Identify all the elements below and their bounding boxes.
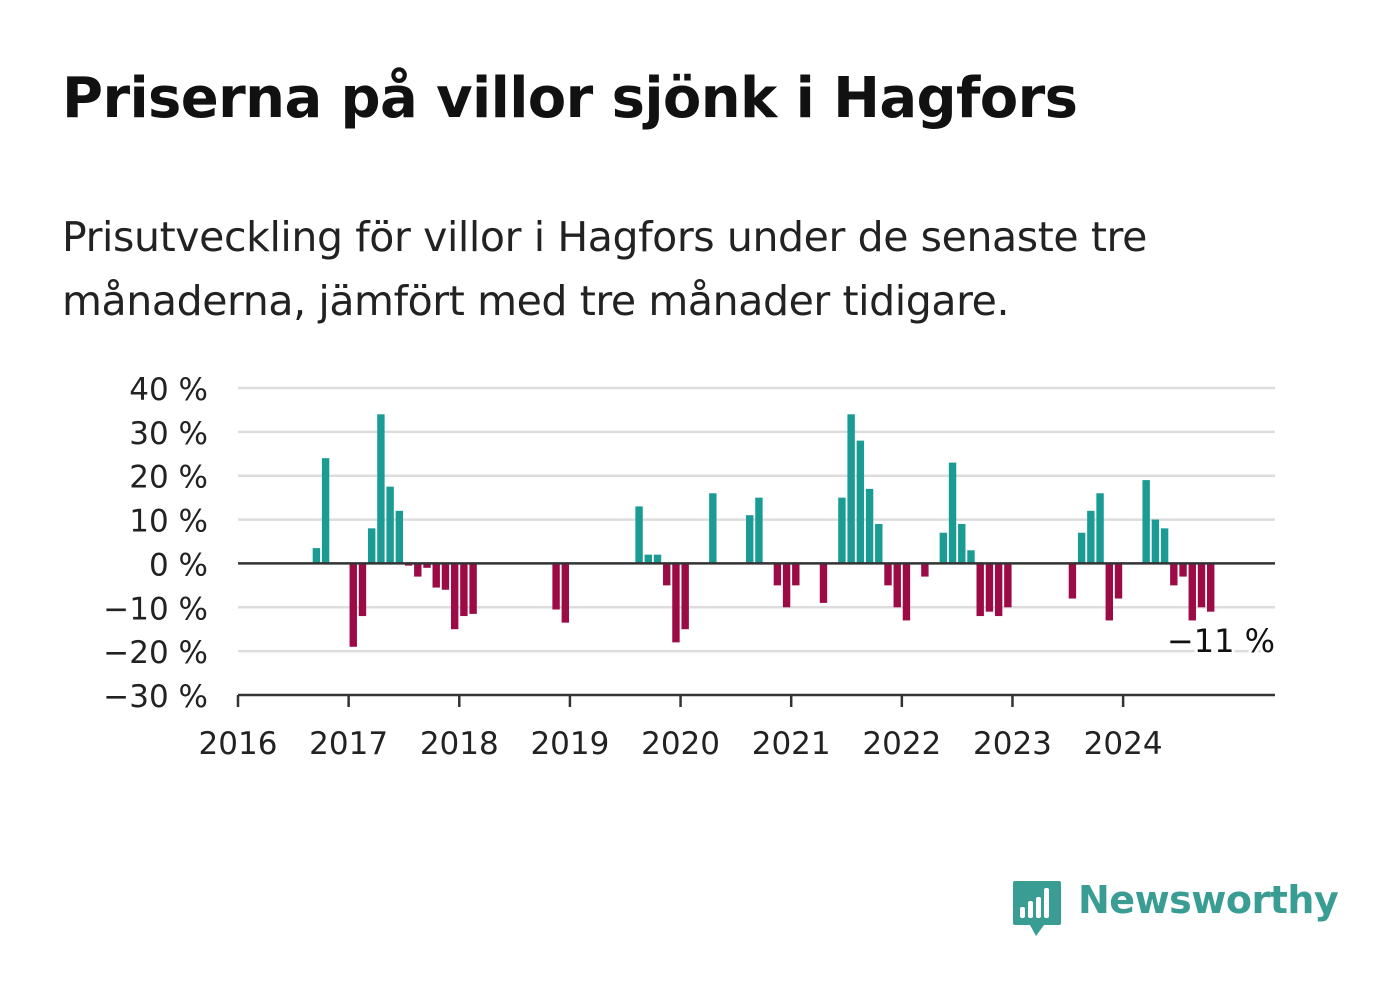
chart-subtitle: Prisutveckling för villor i Hagfors unde…: [62, 205, 1322, 333]
bar: [865, 488, 874, 564]
bar: [653, 554, 662, 564]
axes: [236, 562, 1275, 707]
bar: [939, 532, 948, 564]
chart-title: Priserna på villor sjönk i Hagfors: [62, 66, 1078, 131]
x-tick-label: 2021: [752, 726, 831, 762]
bar: [958, 523, 966, 564]
bar: [1004, 563, 1012, 608]
bar: [312, 548, 321, 564]
x-tick-label: 2018: [420, 726, 499, 762]
bar: [1096, 493, 1104, 564]
last-value-label: −11 %: [1167, 622, 1275, 660]
x-tick-label: 2017: [309, 726, 388, 762]
y-tick-label: 20 %: [129, 460, 208, 496]
bar: [1105, 563, 1113, 621]
bar: [773, 563, 782, 586]
bar: [1087, 510, 1095, 564]
bar: [1170, 563, 1178, 586]
bar: [893, 563, 901, 608]
bar: [967, 550, 975, 564]
bar: [755, 497, 763, 564]
y-tick-label: −20 %: [103, 635, 208, 671]
bar: [681, 563, 689, 630]
bar: [1068, 563, 1077, 599]
bar: [948, 462, 957, 564]
bar: [902, 563, 911, 621]
grid-lines: [238, 386, 1275, 653]
x-tick-label: 2024: [1084, 726, 1163, 762]
x-tick-label: 2023: [973, 726, 1052, 762]
bar: [884, 563, 892, 586]
bar: [921, 563, 929, 577]
bar: [1077, 532, 1086, 564]
bar: [469, 563, 477, 614]
bar: [663, 563, 671, 586]
bar-chart-speech-bubble-icon: [1013, 881, 1061, 936]
bar: [819, 563, 828, 603]
x-tick-label: 2016: [199, 726, 278, 762]
bar: [552, 563, 560, 610]
bar: [875, 523, 883, 564]
bar: [838, 497, 846, 564]
brand-name: Newsworthy: [1078, 878, 1339, 922]
y-tick-label: −30 %: [103, 679, 208, 715]
bar: [635, 506, 643, 564]
chart-subtitle-line-1: Prisutveckling för villor i Hagfors unde…: [62, 213, 1147, 261]
bar: [377, 414, 385, 564]
bar: [1142, 480, 1150, 564]
bar: [985, 563, 994, 612]
newsworthy-logo: Newsworthy: [1012, 878, 1339, 940]
bar: [1114, 563, 1123, 599]
bar: [1207, 563, 1215, 612]
bar: [395, 510, 404, 564]
bar: [441, 563, 450, 590]
bar: [644, 554, 652, 564]
y-tick-label: −10 %: [103, 591, 208, 627]
bar: [1197, 563, 1206, 608]
x-tick-label: 2019: [530, 726, 609, 762]
bar: [450, 563, 459, 630]
bar: [432, 563, 440, 588]
bar: [349, 563, 357, 647]
bar: [460, 563, 468, 617]
bar: [561, 563, 570, 623]
bar: [1179, 563, 1187, 577]
y-tick-label: 40 %: [129, 372, 208, 408]
chart-subtitle-line-2: månaderna, jämfört med tre månader tidig…: [62, 277, 1010, 325]
y-tick-label: 30 %: [129, 416, 208, 452]
bar: [423, 563, 431, 568]
bar: [994, 563, 1003, 617]
bar: [367, 528, 376, 564]
y-tick-label: 0 %: [149, 547, 208, 583]
bar: [976, 563, 984, 617]
bar: [672, 563, 680, 643]
bar: [1188, 563, 1196, 621]
bar: [847, 414, 855, 564]
bar: [792, 563, 800, 586]
bars: [312, 414, 1215, 647]
x-tick-label: 2022: [862, 726, 941, 762]
bar: [782, 563, 791, 608]
bar: [386, 486, 394, 564]
bar: [1151, 519, 1160, 564]
bar: [856, 440, 865, 564]
x-tick-label: 2020: [641, 726, 720, 762]
bar: [709, 493, 717, 564]
bar: [746, 515, 754, 564]
bar: [321, 458, 330, 564]
y-tick-label: 10 %: [129, 504, 208, 540]
axis-labels: −30 % −20 % −10 % 0 % 10 % 20 % 30 % 40 % 2016 20…: [103, 372, 1278, 762]
bar: [358, 563, 367, 617]
bar: [414, 563, 422, 577]
bar: [1160, 528, 1169, 564]
